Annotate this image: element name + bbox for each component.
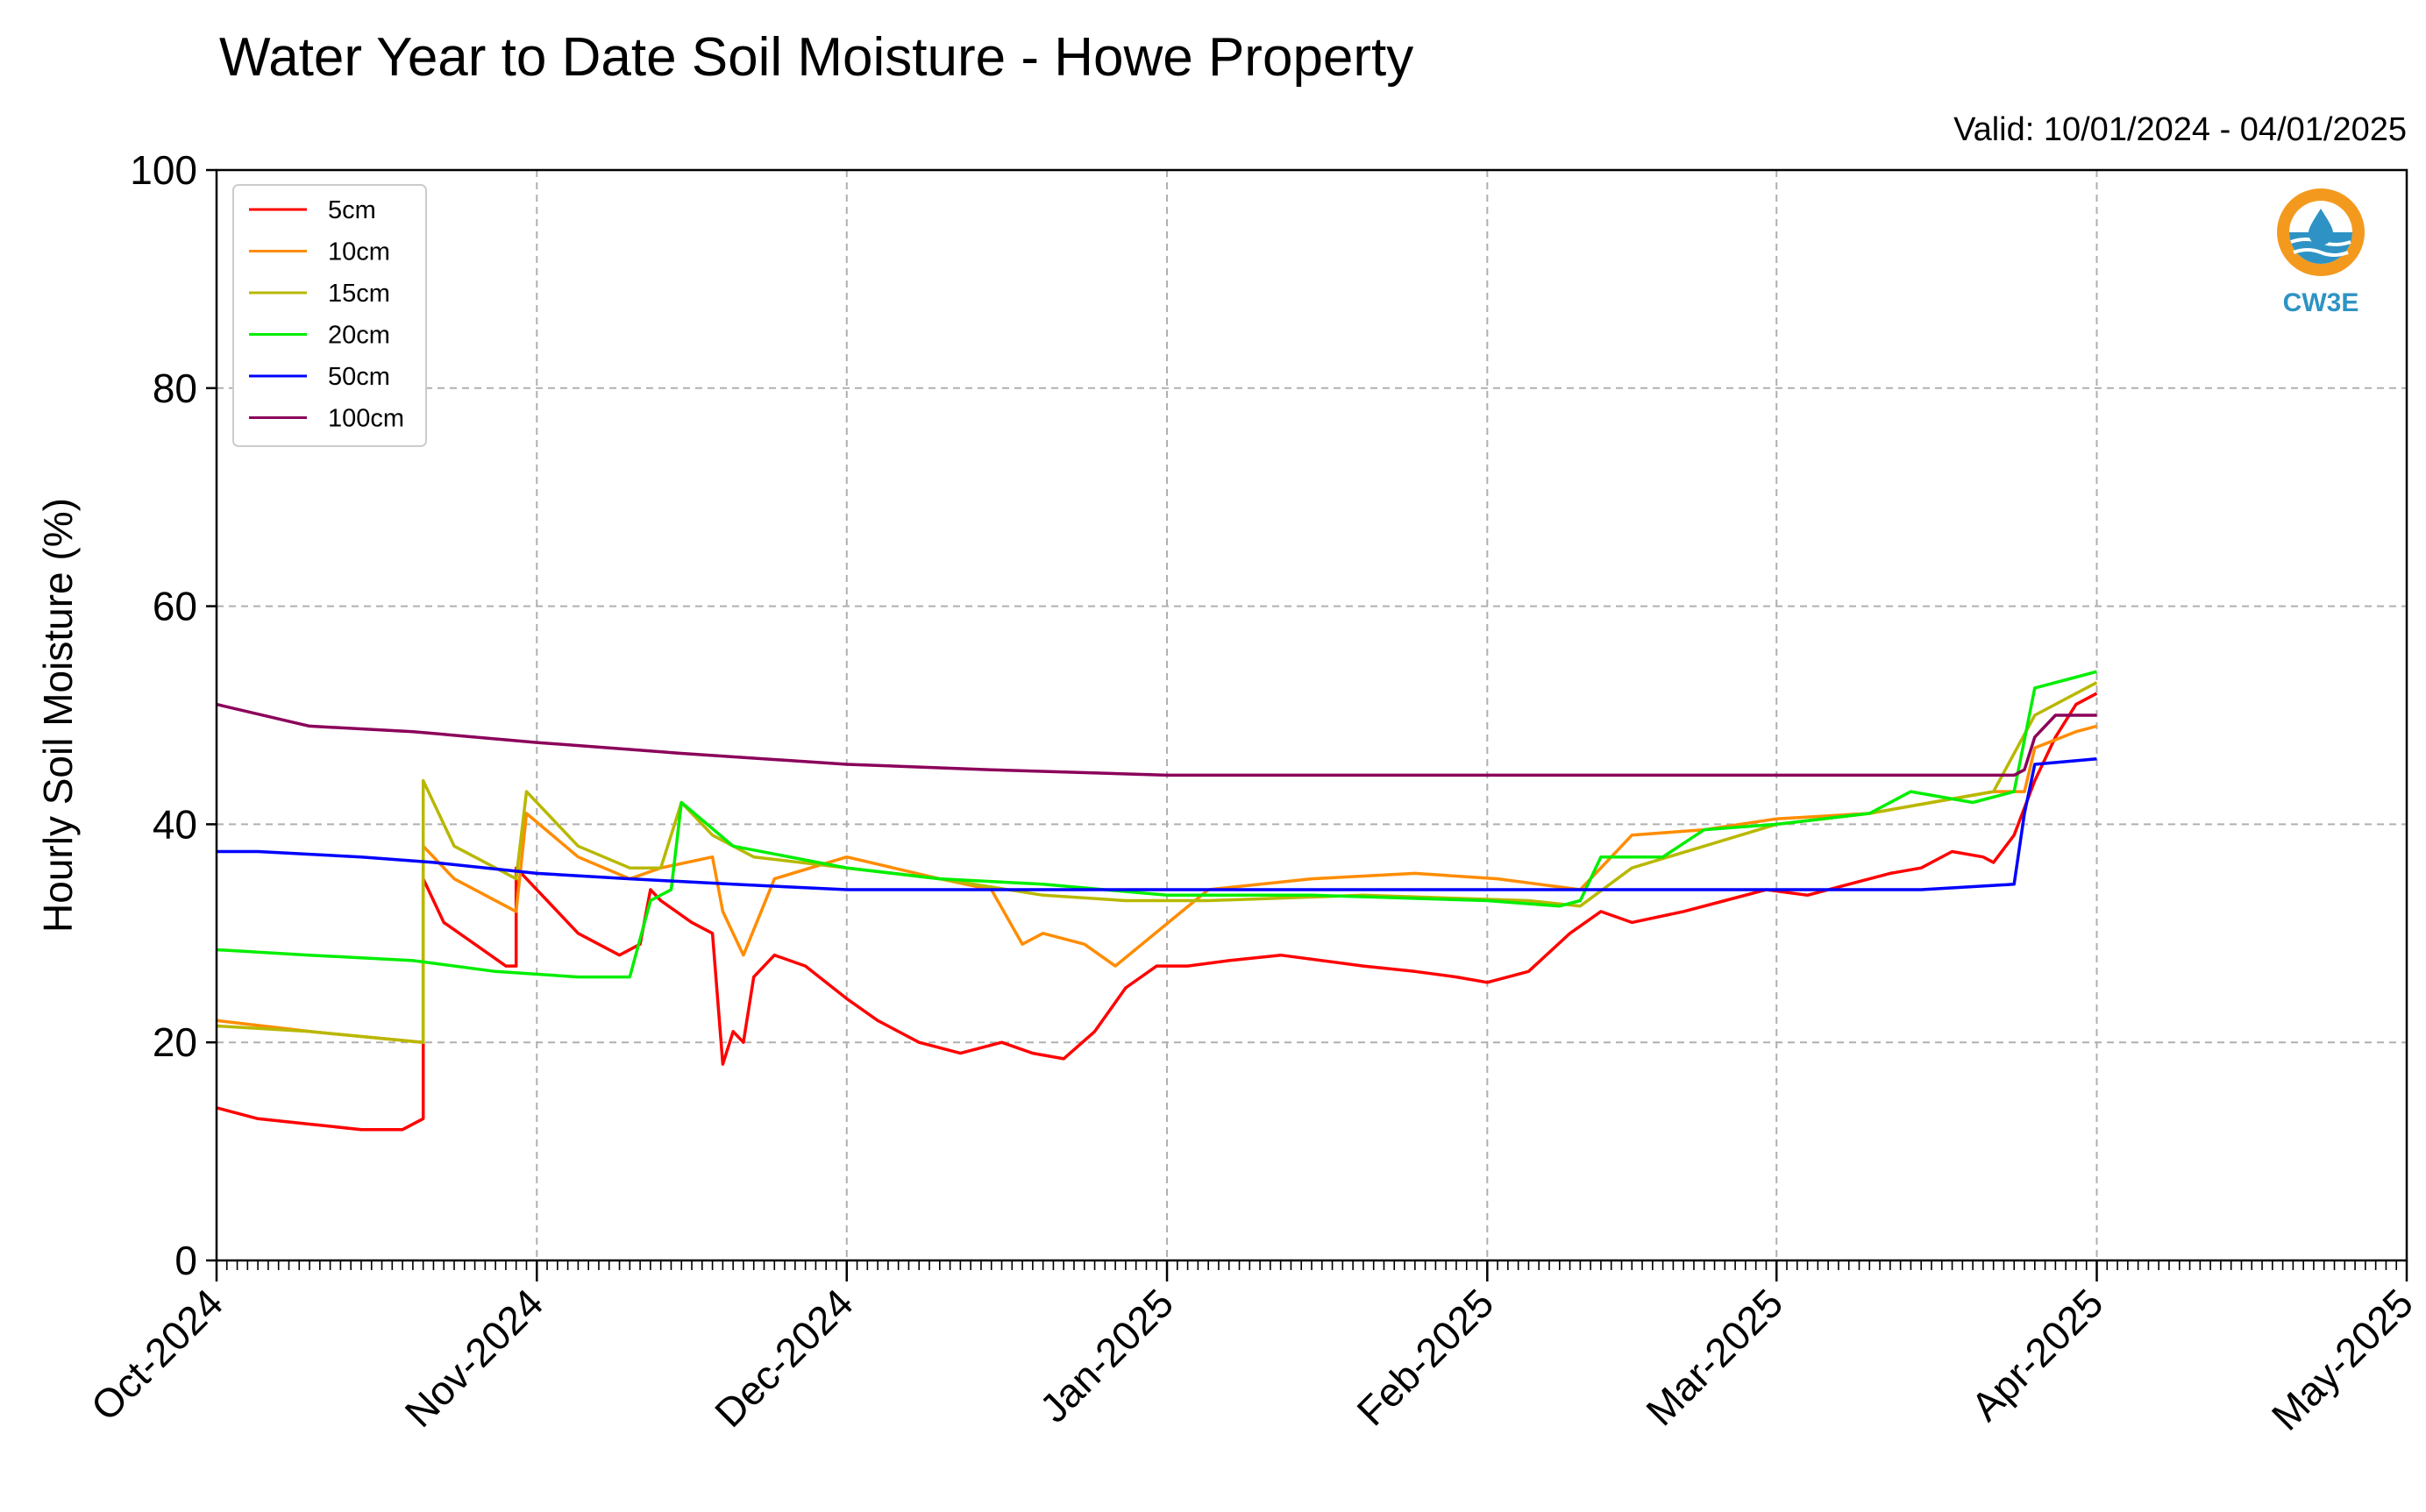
y-tick-label: 0 xyxy=(174,1238,197,1283)
legend-label-5cm: 5cm xyxy=(328,196,376,224)
series-lines xyxy=(216,670,2098,1132)
legend-label-20cm: 20cm xyxy=(328,322,390,350)
y-tick-label: 40 xyxy=(153,801,197,847)
y-tick-label: 20 xyxy=(153,1019,197,1065)
series-line-100cm xyxy=(216,702,2097,777)
y-axis-ticks: 0 20 40 60 80 100 xyxy=(130,147,217,1283)
logo-drop-icon xyxy=(2309,209,2333,245)
y-tick-label: 80 xyxy=(153,366,197,411)
series-line-5cm xyxy=(216,692,2098,1132)
legend: 5cm 10cm 15cm 20cm 50cm 100cm xyxy=(232,184,427,447)
legend-label-50cm: 50cm xyxy=(328,363,390,391)
chart-title: Water Year to Date Soil Moisture - Howe … xyxy=(219,27,1413,88)
y-tick-label: 60 xyxy=(153,584,197,629)
series-line-20cm xyxy=(216,670,2097,979)
legend-label-15cm: 15cm xyxy=(328,280,390,308)
y-axis-label: Hourly Soil Moisture (%) xyxy=(35,498,81,933)
y-tick-label: 100 xyxy=(130,147,197,193)
legend-label-100cm: 100cm xyxy=(328,405,404,433)
cw3e-logo: CW3E xyxy=(2277,188,2365,317)
legend-label-10cm: 10cm xyxy=(328,238,390,266)
series-line-50cm xyxy=(217,757,2097,891)
chart-subtitle: Valid: 10/01/2024 - 04/01/2025 xyxy=(1953,111,2407,148)
logo-text: CW3E xyxy=(2283,288,2359,317)
series-line-15cm xyxy=(216,681,2098,1044)
